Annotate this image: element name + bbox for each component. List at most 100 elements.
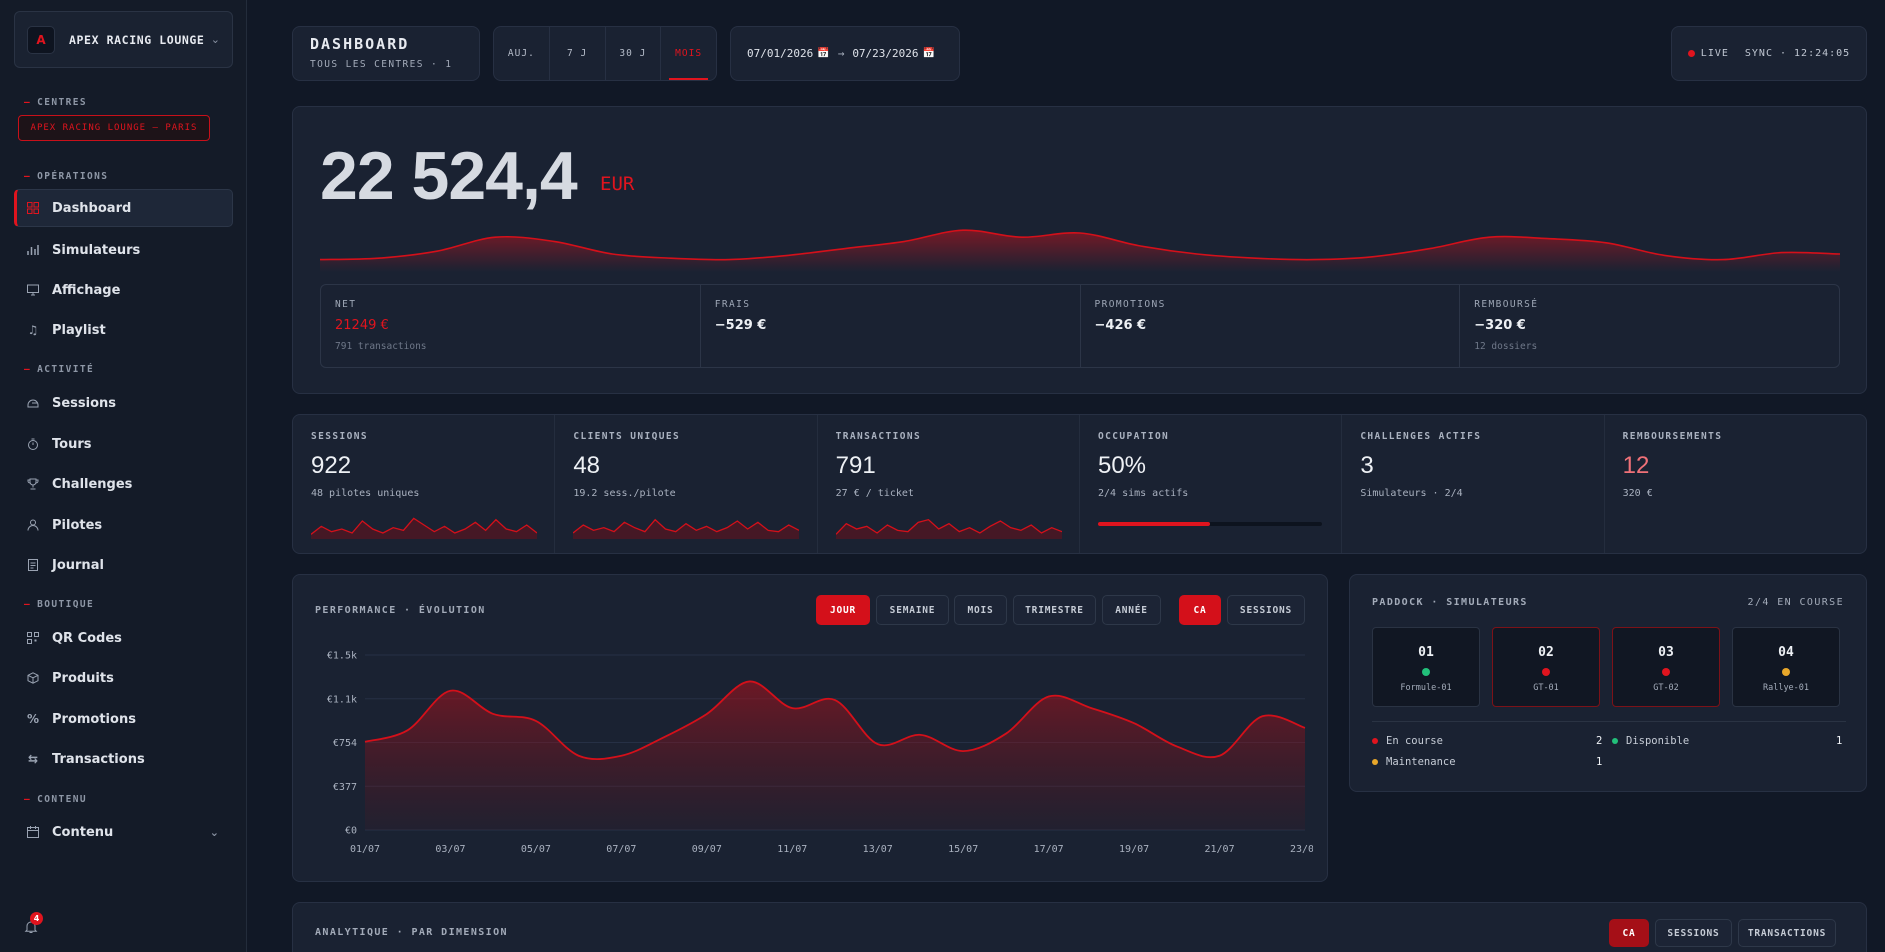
y-tick-label: €377 — [333, 782, 357, 793]
kpi-remboursements[interactable]: REMBOURSEMENTS 12 320 € — [1605, 415, 1866, 553]
divider — [1372, 721, 1846, 722]
status-dot-icon — [1782, 668, 1790, 676]
sidebar-item-affichage[interactable]: Affichage — [14, 271, 233, 309]
x-tick-label: 13/07 — [863, 844, 893, 855]
sidebar-item-challenges[interactable]: Challenges — [14, 465, 233, 503]
legend-disponible: Disponible — [1612, 735, 1689, 747]
x-tick-label: 03/07 — [435, 844, 465, 855]
swap-icon: ⇆ — [27, 752, 39, 766]
period-today[interactable]: AUJ. — [494, 27, 550, 80]
paddock-title: PADDOCK · SIMULATEURS — [1372, 597, 1528, 608]
revenue-sparkline — [320, 229, 1840, 272]
series-line — [364, 680, 1306, 760]
sidebar-item-label: Challenges — [52, 476, 133, 492]
period-month[interactable]: MOIS — [661, 27, 716, 80]
calendar-icon[interactable]: 📅 — [817, 48, 830, 59]
sidebar-item-label: Produits — [52, 670, 114, 686]
sync-status: LIVE SYNC · 12:24:05 — [1671, 26, 1867, 81]
period-30d[interactable]: 30 J — [606, 27, 662, 80]
x-tick-label: 19/07 — [1119, 844, 1149, 855]
sidebar-item-qr-codes[interactable]: QR Codes — [14, 619, 233, 657]
date-to-input[interactable]: 07/23/2026 — [852, 47, 919, 60]
sidebar-item-sessions[interactable]: Sessions — [14, 384, 233, 422]
kpi-sparkline — [311, 517, 537, 539]
analytique-tab-ca[interactable]: CA — [1609, 919, 1649, 947]
kpi-label: TRANSACTIONS — [835, 431, 922, 442]
sidebar-item-label: QR Codes — [52, 630, 122, 646]
y-tick-label: €754 — [333, 738, 357, 749]
sidebar-item-transactions[interactable]: ⇆ Transactions — [14, 740, 233, 778]
kpi-clients[interactable]: CLIENTS UNIQUES 48 19.2 sess./pilote — [555, 415, 818, 553]
paddock-card: PADDOCK · SIMULATEURS 2/4 EN COURSE 01 F… — [1349, 574, 1867, 792]
sidebar-item-label: Journal — [52, 557, 104, 573]
helmet-icon — [26, 396, 40, 410]
metric-ca[interactable]: CA — [1179, 595, 1221, 625]
sidebar-item-promotions[interactable]: % Promotions — [14, 700, 233, 738]
live-dot-icon — [1687, 50, 1695, 57]
sidebar-item-produits[interactable]: Produits — [14, 659, 233, 697]
stat-frais: FRAIS −529 € — [701, 285, 1081, 367]
centre-switcher[interactable]: A APEX RACING LOUNGE ⌄ — [14, 11, 233, 68]
sidebar-item-dashboard[interactable]: Dashboard — [14, 189, 233, 227]
analytique-tab-transactions[interactable]: TRANSACTIONS — [1738, 919, 1836, 947]
calendar-icon[interactable]: 📅 — [922, 48, 935, 59]
kpi-value: 50% — [1097, 452, 1147, 479]
monitor-icon — [26, 283, 40, 297]
sim-card[interactable]: 04 Rallye-01 — [1732, 627, 1840, 707]
metric-sessions[interactable]: SESSIONS — [1227, 595, 1305, 625]
kpi-label: OCCUPATION — [1097, 431, 1170, 442]
sidebar-item-simulateurs[interactable]: Simulateurs — [14, 231, 233, 269]
brand-name: APEX RACING LOUNGE — [69, 32, 205, 47]
occupation-progress — [1097, 522, 1322, 526]
date-range: 07/01/2026 📅 → 07/23/2026 📅 — [730, 26, 960, 81]
period-7d[interactable]: 7 J — [550, 27, 606, 80]
stat-net: NET 21249 € 791 transactions — [321, 285, 701, 367]
x-tick-label: 15/07 — [948, 844, 978, 855]
section-label-boutique: – BOUTIQUE — [24, 599, 95, 610]
granularity-jour[interactable]: JOUR — [816, 595, 870, 625]
sparkline-area — [573, 519, 800, 539]
date-from-input[interactable]: 07/01/2026 — [747, 47, 814, 60]
kpi-transactions[interactable]: TRANSACTIONS 791 27 € / ticket — [818, 415, 1080, 553]
section-label-activite: – ACTIVITÉ — [24, 364, 95, 375]
legend-label: En course — [1386, 735, 1443, 747]
stat-sub: 791 transactions — [335, 341, 427, 352]
sim-card[interactable]: 03 GT-02 — [1612, 627, 1720, 707]
legend-count: 1 — [1836, 735, 1843, 747]
sidebar-item-journal[interactable]: Journal — [14, 546, 233, 584]
granularity-mois[interactable]: MOIS — [954, 595, 1007, 625]
period-selector: AUJ. 7 J 30 J MOIS — [493, 26, 717, 81]
kpi-sparkline — [573, 518, 800, 539]
sidebar-item-pilotes[interactable]: Pilotes — [14, 506, 233, 544]
kpi-value: 791 — [835, 452, 876, 479]
sparkline-area — [311, 518, 537, 539]
kpi-label: CHALLENGES ACTIFS — [1360, 431, 1482, 442]
kpi-sessions[interactable]: SESSIONS 922 48 pilotes uniques — [293, 415, 556, 553]
stat-value: 21249 € — [335, 318, 389, 333]
x-tick-label: 23/07 — [1290, 844, 1313, 855]
sidebar-item-playlist[interactable]: ♫ Playlist — [14, 311, 233, 349]
status-dot-icon — [1422, 668, 1430, 676]
live-label: LIVE — [1700, 48, 1729, 59]
granularity-annee[interactable]: ANNÉE — [1102, 595, 1161, 625]
kpi-challenges[interactable]: CHALLENGES ACTIFS 3 Simulateurs · 2/4 — [1342, 415, 1605, 553]
qr-icon — [26, 631, 40, 645]
brand-logo: A — [27, 25, 55, 54]
kpi-occupation[interactable]: OCCUPATION 50% 2/4 sims actifs — [1080, 415, 1343, 553]
sidebar-item-tours[interactable]: Tours — [14, 425, 233, 463]
sidebar: A APEX RACING LOUNGE ⌄ – CENTRES APEX RAC… — [0, 0, 247, 952]
legend-count: 1 — [1596, 756, 1603, 768]
sparkline-area — [320, 230, 1840, 272]
kpi-value: 12 — [1622, 452, 1650, 479]
granularity-semaine[interactable]: SEMAINE — [876, 595, 949, 625]
sidebar-item-contenu[interactable]: Contenu ⌄ — [14, 813, 233, 851]
stat-promotions: PROMOTIONS −426 € — [1081, 285, 1461, 367]
sim-card[interactable]: 02 GT-01 — [1492, 627, 1600, 707]
centre-chip[interactable]: APEX RACING LOUNGE — PARIS — [18, 115, 210, 141]
granularity-trimestre[interactable]: TRIMESTRE — [1013, 595, 1096, 625]
x-tick-label: 05/07 — [521, 844, 551, 855]
sim-card[interactable]: 01 Formule-01 — [1372, 627, 1480, 707]
sim-name: GT-01 — [1533, 683, 1559, 693]
analytique-tab-sessions[interactable]: SESSIONS — [1655, 919, 1732, 947]
stopwatch-icon — [26, 437, 40, 451]
